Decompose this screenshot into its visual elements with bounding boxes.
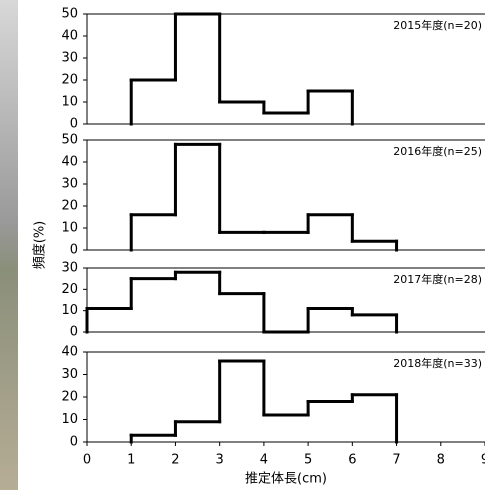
x-tick-label: 4 [260,453,268,468]
y-tick-label: 20 [61,390,78,405]
y-tick-label: 0 [70,325,78,340]
x-tick-label: 3 [216,453,224,468]
y-tick-label: 10 [61,412,78,427]
annotation: 2016年度(n=25) [393,144,482,158]
y-tick-label: 10 [61,221,78,236]
y-tick-label: 0 [70,435,78,450]
y-tick-label: 0 [70,117,78,132]
annotation: 2018年度(n=33) [393,356,482,370]
y-tick-label: 20 [61,73,78,88]
y-tick-label: 10 [61,303,78,318]
x-tick-label: 1 [127,453,135,468]
y-tick-label: 20 [61,282,78,297]
y-tick-label: 40 [61,345,78,360]
x-tick-label: 6 [348,453,356,468]
annotation: 2017年度(n=28) [393,272,482,286]
x-tick-label: 8 [437,453,445,468]
x-tick-label: 2 [171,453,179,468]
y-tick-label: 30 [61,367,78,382]
y-tick-label: 0 [70,243,78,258]
y-tick-label: 20 [61,199,78,214]
annotation: 2015年度(n=20) [393,18,482,32]
y-tick-label: 40 [61,29,78,44]
y-tick-label: 50 [61,133,78,148]
y-tick-label: 30 [61,51,78,66]
y-tick-label: 40 [61,155,78,170]
chart: 頻度(%) 推定体長(cm) 010203040502015年度(n=20)01… [0,0,485,490]
x-axis-label: 推定体長(cm) [245,472,327,487]
x-tick-label: 0 [83,453,91,468]
x-tick-label: 5 [304,453,312,468]
x-tick-label: 7 [392,453,400,468]
photo-strip [0,0,18,490]
y-tick-label: 30 [61,261,78,276]
y-tick-label: 50 [61,7,78,22]
x-tick-label: 9 [481,453,485,468]
y-tick-label: 10 [61,95,78,110]
y-axis-label: 頻度(%) [32,221,48,270]
y-tick-label: 30 [61,177,78,192]
page: {"chart_data": [ {"type": "histogram", "… [0,0,485,490]
